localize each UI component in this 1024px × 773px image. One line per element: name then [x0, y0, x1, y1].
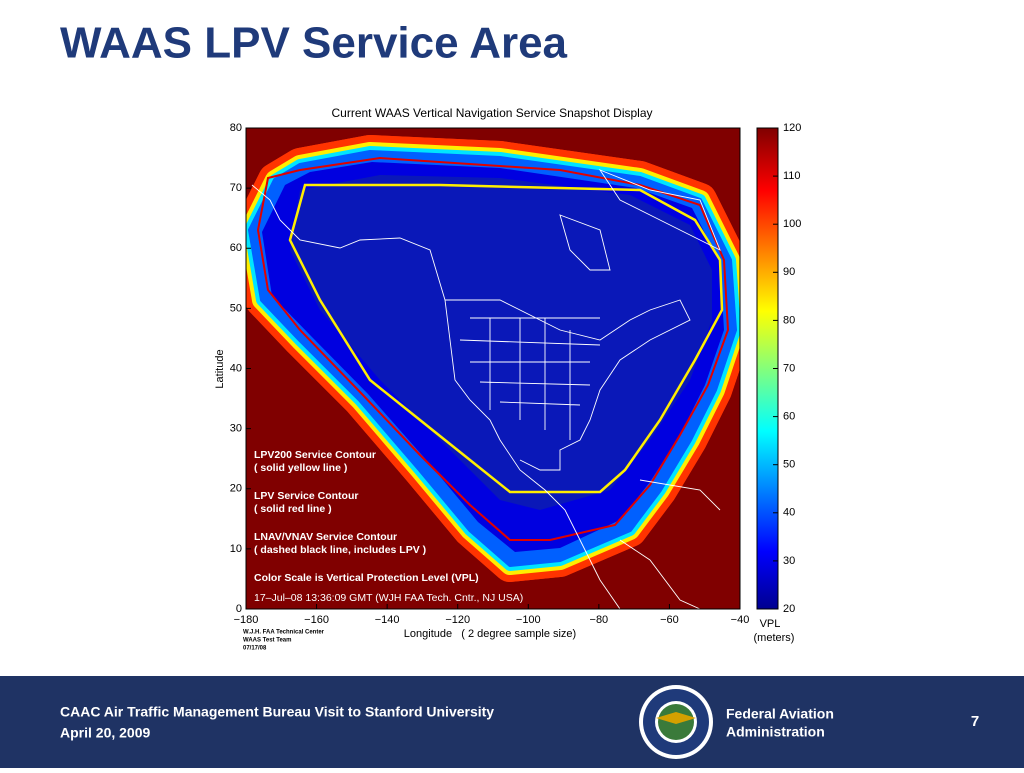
x-tick-label: −120 [445, 614, 470, 626]
colorbar-tick-label: 70 [783, 362, 795, 374]
colorbar-label-line: VPL [760, 618, 781, 630]
colorbar-tick-label: 30 [783, 555, 795, 567]
legend-note: LNAV/VNAV Service Contour [254, 531, 397, 543]
coastlines [251, 169, 721, 609]
footer-line: April 20, 2009 [60, 725, 150, 741]
x-tick-label: −100 [516, 614, 541, 626]
y-tick-label: 0 [236, 603, 242, 615]
footer-text: CAAC Air Traffic Management Bureau Visit… [60, 704, 494, 741]
agency-line: Administration [726, 724, 825, 740]
x-tick-label: −160 [304, 614, 329, 626]
colorbar-tick-label: 90 [783, 266, 795, 278]
colorbar-tick-label: 80 [783, 314, 795, 326]
y-tick-label: 50 [230, 302, 242, 314]
slide-title: WAAS LPV Service Area [60, 19, 568, 68]
x-tick-label: −180 [234, 614, 259, 626]
legend-note: LPV Service Contour [254, 490, 358, 502]
y-tick-label: 20 [230, 483, 242, 495]
colorbar-tick-label: 40 [783, 507, 795, 519]
faa-logo [639, 685, 713, 759]
agency-name: Federal Aviation Administration [726, 706, 834, 740]
x-tick-label: −40 [731, 614, 750, 626]
lpv200-contour [288, 183, 724, 494]
credit-line: W.J.H. FAA Technical Center [243, 630, 325, 636]
y-tick-label: 80 [230, 122, 242, 134]
y-tick-label: 60 [230, 242, 242, 254]
colorbar-tick-label: 60 [783, 411, 795, 423]
footer-band [0, 676, 1024, 768]
y-tick-label: 30 [230, 423, 242, 435]
credit-line: 07/17/08 [243, 646, 267, 652]
lpv-contour [256, 156, 730, 541]
contour-band [290, 175, 712, 510]
x-tick-label: −80 [590, 614, 609, 626]
timestamp: 17–Jul–08 13:36:09 GMT (WJH FAA Tech. Cn… [254, 592, 523, 604]
colorbar-label-line: (meters) [754, 632, 795, 644]
footer-line: CAAC Air Traffic Management Bureau Visit… [60, 704, 494, 720]
colorbar-tick-label: 100 [783, 218, 801, 230]
x-axis-label: Longitude ( 2 degree sample size) [404, 628, 576, 640]
page-number: 7 [971, 713, 979, 730]
legend-note: ( dashed black line, includes LPV ) [254, 544, 426, 556]
y-axis-label: Latitude [214, 349, 226, 388]
credit-line: WAAS Test Team [243, 638, 291, 644]
colorbar-tick-label: 120 [783, 122, 801, 134]
legend-note: LPV200 Service Contour [254, 449, 376, 461]
x-tick-label: −140 [375, 614, 400, 626]
figure-title: Current WAAS Vertical Navigation Service… [331, 106, 652, 120]
colorbar-tick-label: 50 [783, 459, 795, 471]
legend-note: ( solid red line ) [254, 503, 332, 515]
legend-note: ( solid yellow line ) [254, 462, 347, 474]
colorbar-tick-label: 20 [783, 603, 795, 615]
y-tick-label: 40 [230, 362, 242, 374]
vpl-contours [246, 135, 740, 582]
y-tick-label: 70 [230, 182, 242, 194]
x-tick-label: −60 [660, 614, 679, 626]
colorbar-tick-label: 110 [783, 170, 801, 182]
y-tick-label: 10 [230, 543, 242, 555]
legend-note: Color Scale is Vertical Protection Level… [254, 572, 479, 584]
map: LPV200 Service Contour( solid yellow lin… [246, 128, 740, 609]
colorbar-label: VPL (meters) [754, 618, 795, 644]
legend-notes: LPV200 Service Contour( solid yellow lin… [254, 449, 479, 584]
credits: W.J.H. FAA Technical Center WAAS Test Tea… [243, 630, 325, 652]
agency-line: Federal Aviation [726, 706, 834, 722]
